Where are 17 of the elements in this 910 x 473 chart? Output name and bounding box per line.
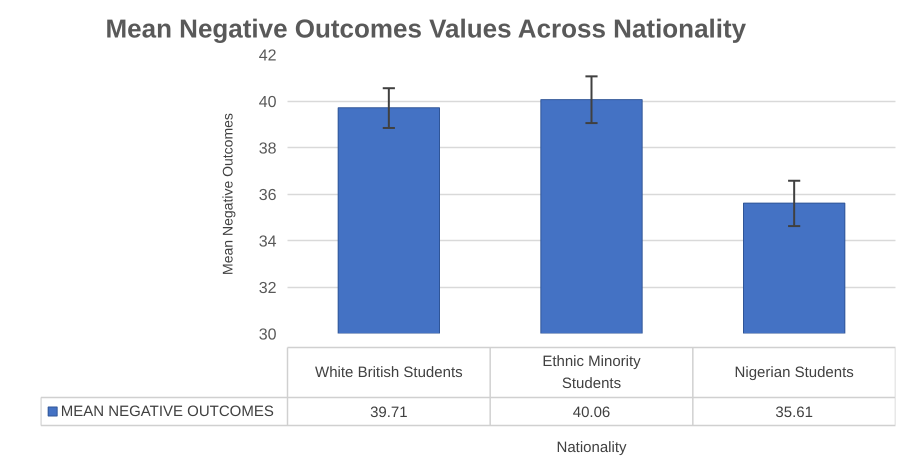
x-tick-label: Ethnic Minority Students xyxy=(542,352,642,392)
chart-title: Mean Negative Outcomes Values Across Nationality xyxy=(106,14,747,44)
y-tick-label: 40 xyxy=(258,94,277,111)
x-tick-label: Nigerian Students xyxy=(734,364,854,381)
y-axis-title: Mean Negative Outcomes xyxy=(220,113,236,275)
y-tick-label: 30 xyxy=(258,326,277,344)
x-axis-title: Nationality xyxy=(556,439,628,456)
y-tick-label: 38 xyxy=(258,140,277,158)
data-label: 35.61 xyxy=(775,404,813,421)
y-tick-label: 36 xyxy=(258,187,277,204)
y-tick-label: 32 xyxy=(258,280,277,297)
legend-label: MEAN NEGATIVE OUTCOMES xyxy=(60,403,274,420)
data-label: 39.71 xyxy=(370,404,408,421)
y-tick-label: 34 xyxy=(258,234,277,250)
x-tick-label: White British Students xyxy=(315,364,463,381)
data-label: 40.06 xyxy=(572,404,610,421)
y-tick-label: 42 xyxy=(258,48,277,64)
